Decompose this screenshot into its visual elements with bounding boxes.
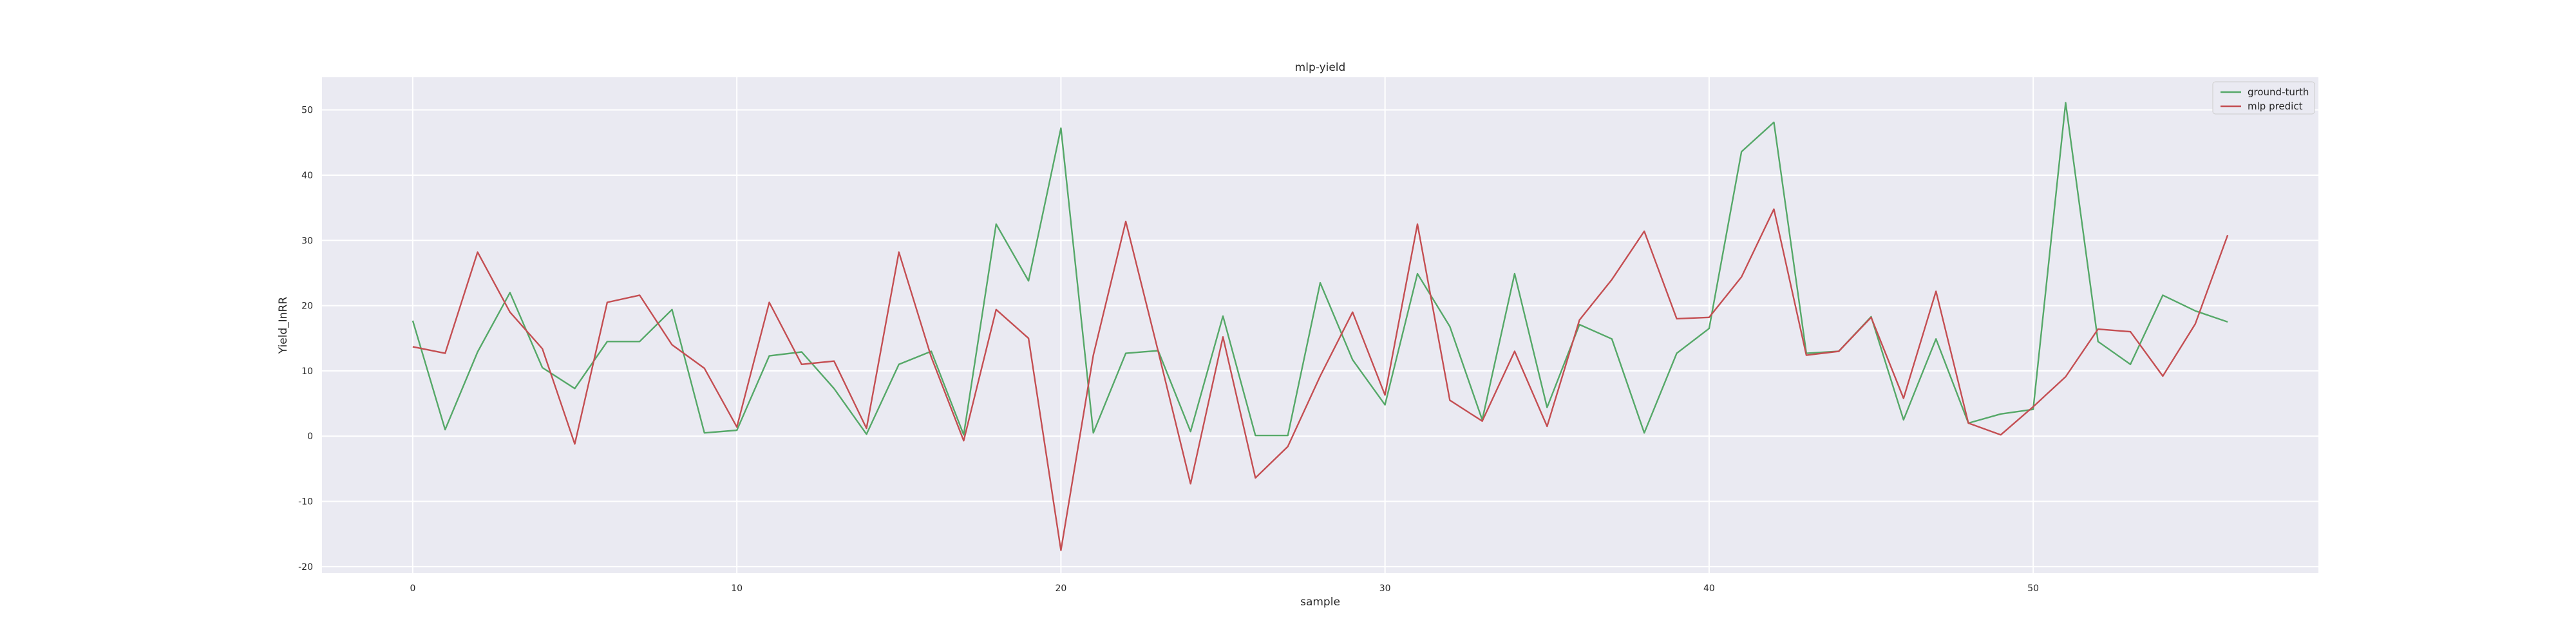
x-tick-label: 20: [1055, 583, 1066, 594]
legend-label: ground-turth: [2248, 86, 2309, 98]
y-tick-label: 20: [301, 301, 313, 312]
y-tick-label: -20: [298, 562, 313, 573]
x-axis-ticks: 0 10 20 30 40 50: [410, 583, 2039, 594]
y-tick-label: 40: [301, 171, 313, 181]
chart-title: mlp-yield: [1295, 61, 1346, 74]
series-line-2: [412, 208, 2229, 551]
legend-label: mlp predict: [2248, 100, 2303, 112]
y-tick-label: 0: [307, 431, 313, 442]
x-tick-label: 50: [2027, 583, 2039, 594]
legend: ground-turth mlp predict: [2212, 81, 2315, 115]
y-tick-label: -10: [298, 497, 313, 507]
y-tick-label: 30: [301, 236, 313, 246]
series-line-1: [412, 102, 2228, 437]
y-tick-label: 50: [301, 106, 313, 116]
x-axis-title: sample: [1300, 596, 1340, 609]
series-layer: [412, 102, 2229, 551]
x-tick-label: 30: [1379, 583, 1391, 594]
x-tick-label: 10: [731, 583, 743, 594]
y-axis-title: Yield_InRR: [277, 297, 290, 355]
x-tick-label: 40: [1703, 583, 1715, 594]
y-axis-ticks: -20 -10 0 10 20 30 40 50: [298, 106, 313, 573]
plot-area: [322, 77, 2318, 573]
x-tick-label: 0: [410, 583, 415, 594]
y-tick-label: 10: [301, 366, 313, 377]
grid: [322, 77, 2318, 573]
